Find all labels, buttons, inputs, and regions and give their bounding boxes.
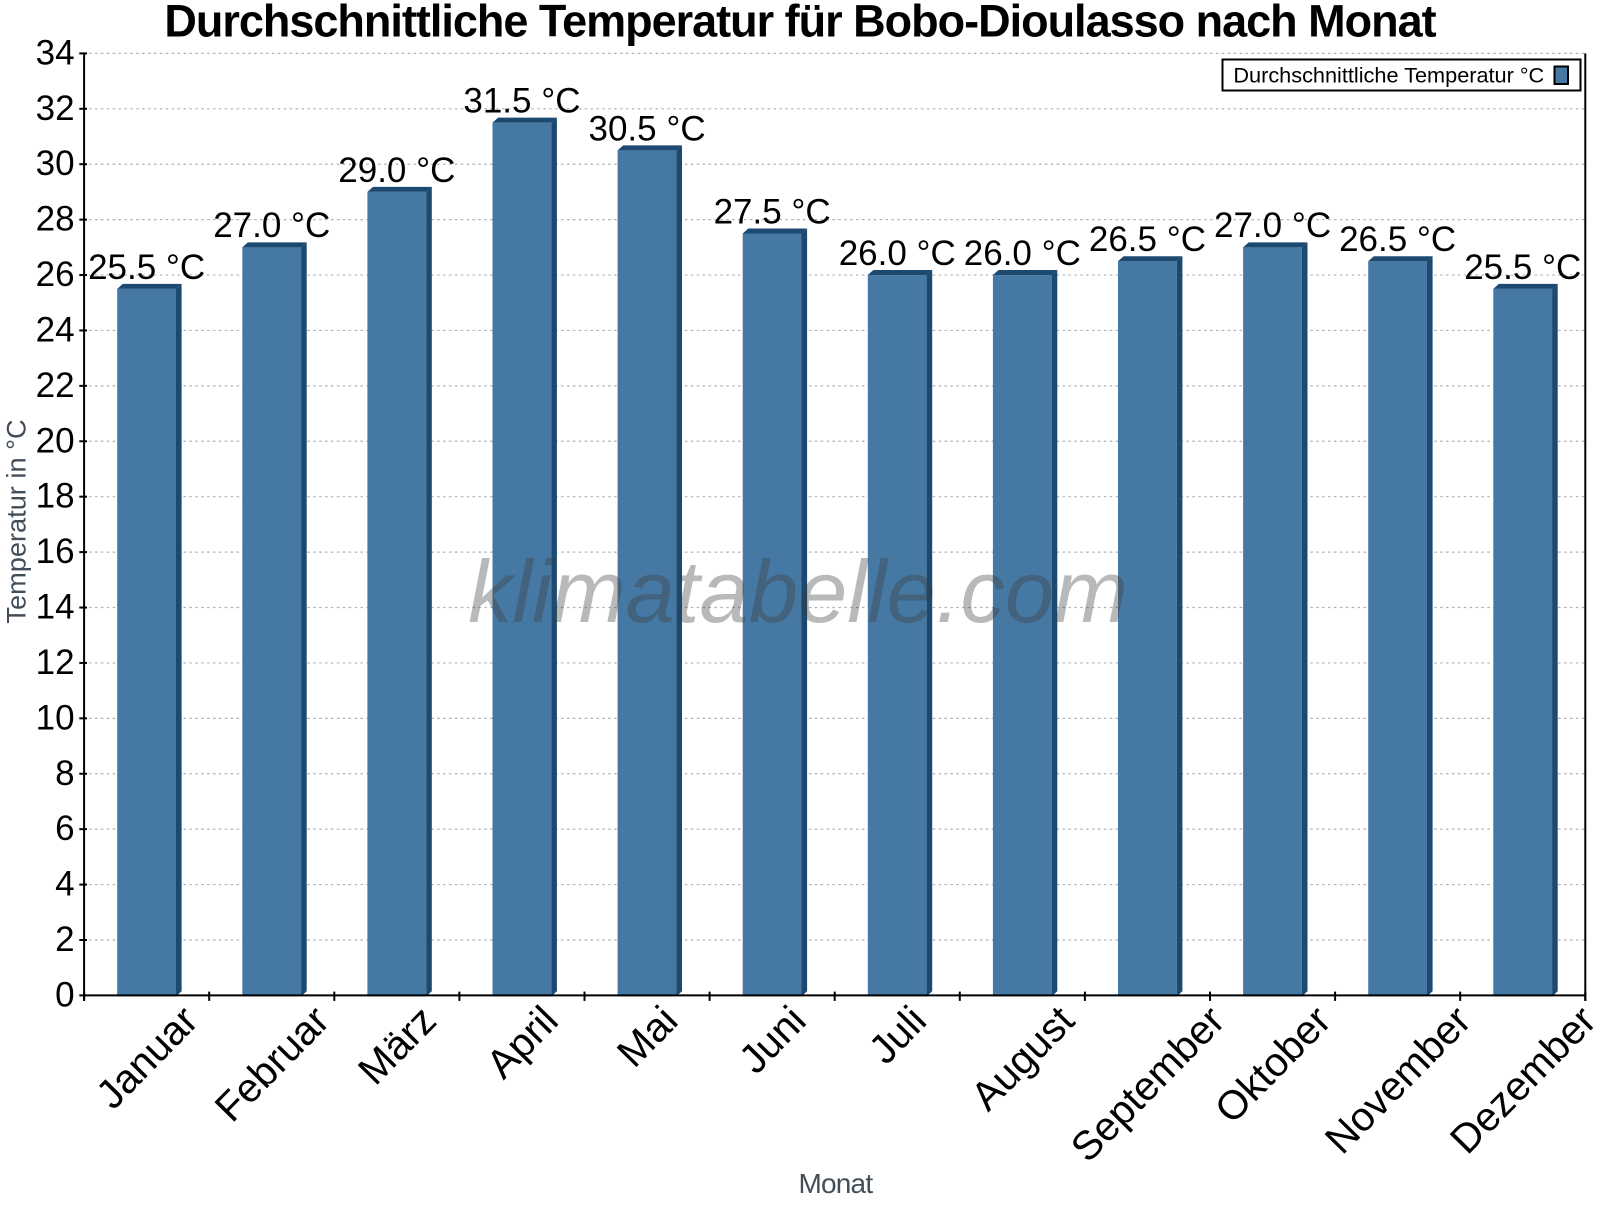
svg-text:26.5 °C: 26.5 °C bbox=[1089, 220, 1206, 259]
svg-text:14: 14 bbox=[36, 588, 75, 627]
svg-text:24: 24 bbox=[36, 310, 75, 349]
svg-text:0: 0 bbox=[55, 975, 74, 1014]
svg-text:18: 18 bbox=[36, 477, 75, 516]
svg-text:30: 30 bbox=[36, 144, 75, 183]
svg-text:28: 28 bbox=[36, 200, 75, 239]
svg-text:27.0 °C: 27.0 °C bbox=[213, 206, 330, 245]
svg-text:Durchschnittliche Temperatur °: Durchschnittliche Temperatur °C bbox=[1233, 63, 1544, 88]
svg-text:Temperatur in °C: Temperatur in °C bbox=[1, 419, 32, 623]
svg-text:16: 16 bbox=[36, 532, 75, 571]
svg-text:klimatabelle.com: klimatabelle.com bbox=[468, 542, 1128, 641]
svg-text:27.0 °C: 27.0 °C bbox=[1214, 206, 1331, 245]
svg-text:2: 2 bbox=[55, 920, 74, 959]
svg-text:26.0 °C: 26.0 °C bbox=[839, 234, 956, 273]
svg-text:12: 12 bbox=[36, 643, 75, 682]
svg-text:32: 32 bbox=[36, 89, 75, 128]
svg-text:26.0 °C: 26.0 °C bbox=[964, 234, 1081, 273]
svg-text:30.5 °C: 30.5 °C bbox=[588, 109, 705, 148]
svg-text:10: 10 bbox=[36, 698, 75, 737]
svg-text:Monat: Monat bbox=[798, 1168, 873, 1199]
svg-text:8: 8 bbox=[55, 754, 74, 793]
svg-text:34: 34 bbox=[36, 33, 75, 72]
svg-text:27.5 °C: 27.5 °C bbox=[714, 192, 831, 231]
svg-text:4: 4 bbox=[55, 865, 74, 904]
svg-text:22: 22 bbox=[36, 366, 75, 405]
svg-text:29.0 °C: 29.0 °C bbox=[338, 151, 455, 190]
svg-text:26: 26 bbox=[36, 255, 75, 294]
svg-text:6: 6 bbox=[55, 809, 74, 848]
svg-text:25.5 °C: 25.5 °C bbox=[88, 248, 205, 287]
svg-text:Durchschnittliche Temperatur f: Durchschnittliche Temperatur für Bobo-Di… bbox=[164, 0, 1436, 47]
svg-text:20: 20 bbox=[36, 421, 75, 460]
svg-text:25.5 °C: 25.5 °C bbox=[1464, 248, 1581, 287]
svg-text:31.5 °C: 31.5 °C bbox=[463, 82, 580, 121]
svg-text:26.5 °C: 26.5 °C bbox=[1339, 220, 1456, 259]
